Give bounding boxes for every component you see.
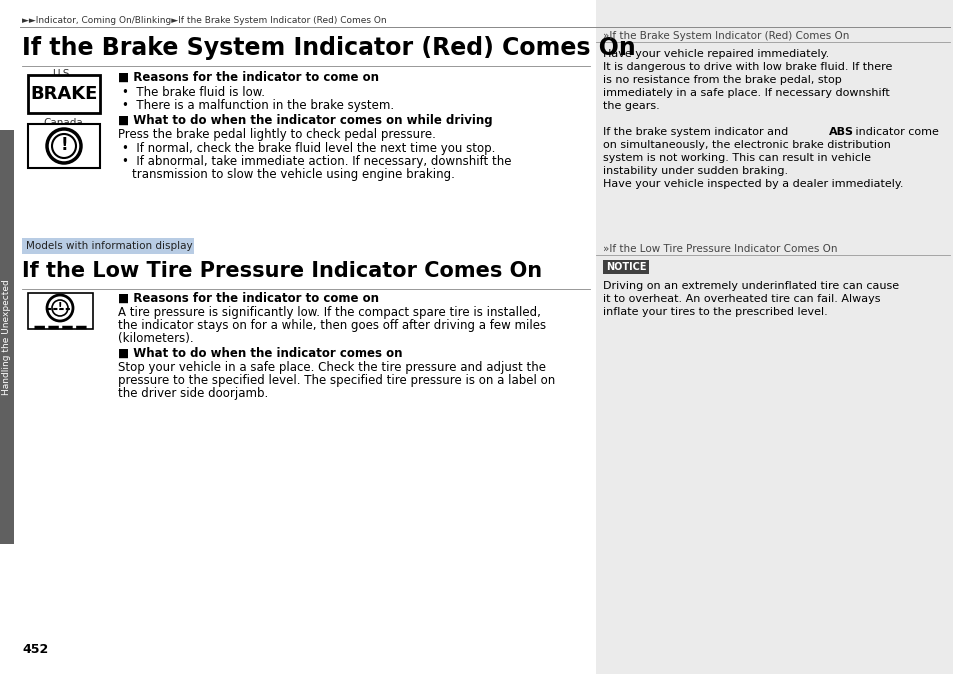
Bar [596, 0, 953, 674]
Text: (kilometers).: (kilometers). [118, 332, 193, 345]
Text: »If the Brake System Indicator (Red) Comes On: »If the Brake System Indicator (Red) Com… [602, 31, 848, 41]
Text: •  If normal, check the brake fluid level the next time you stop.: • If normal, check the brake fluid level… [122, 142, 495, 155]
Text: indicator come: indicator come [851, 127, 938, 137]
Text: the gears.: the gears. [602, 101, 659, 111]
Text: NOTICE: NOTICE [605, 262, 645, 272]
Text: inflate your tires to the prescribed level.: inflate your tires to the prescribed lev… [602, 307, 827, 317]
Text: instability under sudden braking.: instability under sudden braking. [602, 166, 787, 176]
Text: immediately in a safe place. If necessary downshift: immediately in a safe place. If necessar… [602, 88, 889, 98]
Text: Canada: Canada [43, 118, 83, 128]
Text: ABS: ABS [828, 127, 853, 137]
Text: •  There is a malfunction in the brake system.: • There is a malfunction in the brake sy… [122, 99, 394, 112]
Bar [0, 130, 14, 544]
Text: system is not working. This can result in vehicle: system is not working. This can result i… [602, 153, 870, 163]
Text: ■ Reasons for the indicator to come on: ■ Reasons for the indicator to come on [118, 292, 378, 305]
Text: •  The brake fluid is low.: • The brake fluid is low. [122, 86, 265, 99]
Bar [602, 260, 648, 274]
Text: transmission to slow the vehicle using engine braking.: transmission to slow the vehicle using e… [132, 168, 455, 181]
Text: pressure to the specified level. The specified tire pressure is on a label on: pressure to the specified level. The spe… [118, 374, 555, 387]
Text: ►►Indicator, Coming On/Blinking►If the Brake System Indicator (Red) Comes On: ►►Indicator, Coming On/Blinking►If the B… [22, 16, 386, 25]
Text: BRAKE: BRAKE [30, 85, 97, 103]
Text: Driving on an extremely underinflated tire can cause: Driving on an extremely underinflated ti… [602, 281, 898, 291]
Text: It is dangerous to drive with low brake fluid. If there: It is dangerous to drive with low brake … [602, 62, 891, 72]
Text: »If the Low Tire Pressure Indicator Comes On: »If the Low Tire Pressure Indicator Come… [602, 244, 837, 254]
Bar [28, 124, 100, 168]
Text: it to overheat. An overheated tire can fail. Always: it to overheat. An overheated tire can f… [602, 294, 880, 304]
Text: ■ What to do when the indicator comes on while driving: ■ What to do when the indicator comes on… [118, 114, 492, 127]
Bar [22, 238, 193, 254]
Text: •  If abnormal, take immediate action. If necessary, downshift the: • If abnormal, take immediate action. If… [122, 155, 511, 168]
Text: Press the brake pedal lightly to check pedal pressure.: Press the brake pedal lightly to check p… [118, 128, 436, 141]
Text: ■ Reasons for the indicator to come on: ■ Reasons for the indicator to come on [118, 71, 378, 84]
Text: on simultaneously, the electronic brake distribution: on simultaneously, the electronic brake … [602, 140, 890, 150]
Text: the driver side doorjamb.: the driver side doorjamb. [118, 387, 268, 400]
Text: A tire pressure is significantly low. If the compact spare tire is installed,: A tire pressure is significantly low. If… [118, 306, 540, 319]
Text: ■ What to do when the indicator comes on: ■ What to do when the indicator comes on [118, 347, 402, 360]
Text: Stop your vehicle in a safe place. Check the tire pressure and adjust the: Stop your vehicle in a safe place. Check… [118, 361, 545, 374]
Text: 452: 452 [22, 643, 49, 656]
Text: If the brake system indicator and: If the brake system indicator and [602, 127, 791, 137]
Text: U.S.: U.S. [52, 69, 73, 79]
Text: !: ! [58, 302, 62, 312]
Text: Have your vehicle inspected by a dealer immediately.: Have your vehicle inspected by a dealer … [602, 179, 902, 189]
Text: is no resistance from the brake pedal, stop: is no resistance from the brake pedal, s… [602, 75, 841, 85]
Text: If the Brake System Indicator (Red) Comes On: If the Brake System Indicator (Red) Come… [22, 36, 635, 60]
Text: Have your vehicle repaired immediately.: Have your vehicle repaired immediately. [602, 49, 828, 59]
Text: If the Low Tire Pressure Indicator Comes On: If the Low Tire Pressure Indicator Comes… [22, 261, 541, 281]
Text: !: ! [60, 136, 68, 154]
Text: Models with information display: Models with information display [26, 241, 193, 251]
Bar [28, 75, 100, 113]
Text: the indicator stays on for a while, then goes off after driving a few miles: the indicator stays on for a while, then… [118, 319, 545, 332]
Bar [28, 293, 92, 329]
Text: Handling the Unexpected: Handling the Unexpected [3, 279, 11, 395]
